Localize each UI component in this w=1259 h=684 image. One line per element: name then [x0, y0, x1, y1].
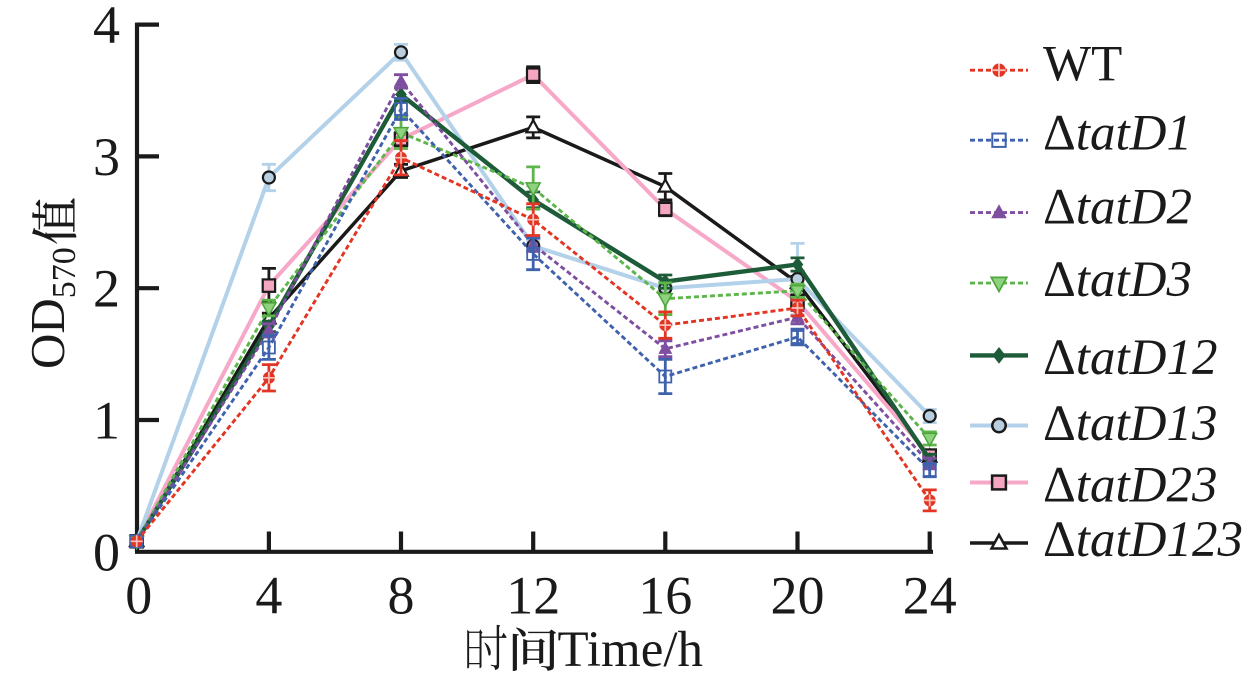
svg-text:ΔtatD1: ΔtatD1 — [1043, 106, 1192, 162]
svg-text:Time/h: Time/h — [558, 622, 704, 678]
svg-text:WT: WT — [1043, 37, 1122, 93]
svg-text:ΔtatD23: ΔtatD23 — [1043, 457, 1217, 513]
svg-text:1: 1 — [93, 391, 120, 451]
svg-text:24: 24 — [903, 566, 957, 626]
svg-text:8: 8 — [388, 566, 415, 626]
svg-text:3: 3 — [93, 127, 120, 187]
svg-text:2: 2 — [93, 259, 120, 319]
svg-text:OD570: OD570 — [20, 247, 83, 369]
svg-text:ΔtatD2: ΔtatD2 — [1043, 180, 1192, 236]
svg-text:20: 20 — [771, 566, 825, 626]
svg-text:4: 4 — [93, 0, 120, 55]
svg-text:0: 0 — [125, 566, 152, 626]
svg-text:ΔtatD3: ΔtatD3 — [1043, 252, 1192, 308]
svg-text:4: 4 — [255, 566, 282, 626]
svg-text:16: 16 — [638, 566, 692, 626]
svg-text:12: 12 — [506, 566, 560, 626]
svg-text:ΔtatD13: ΔtatD13 — [1043, 396, 1217, 452]
svg-text:ΔtatD12: ΔtatD12 — [1043, 330, 1217, 386]
svg-text:ΔtatD123: ΔtatD123 — [1043, 512, 1243, 568]
svg-text:0: 0 — [93, 522, 120, 582]
